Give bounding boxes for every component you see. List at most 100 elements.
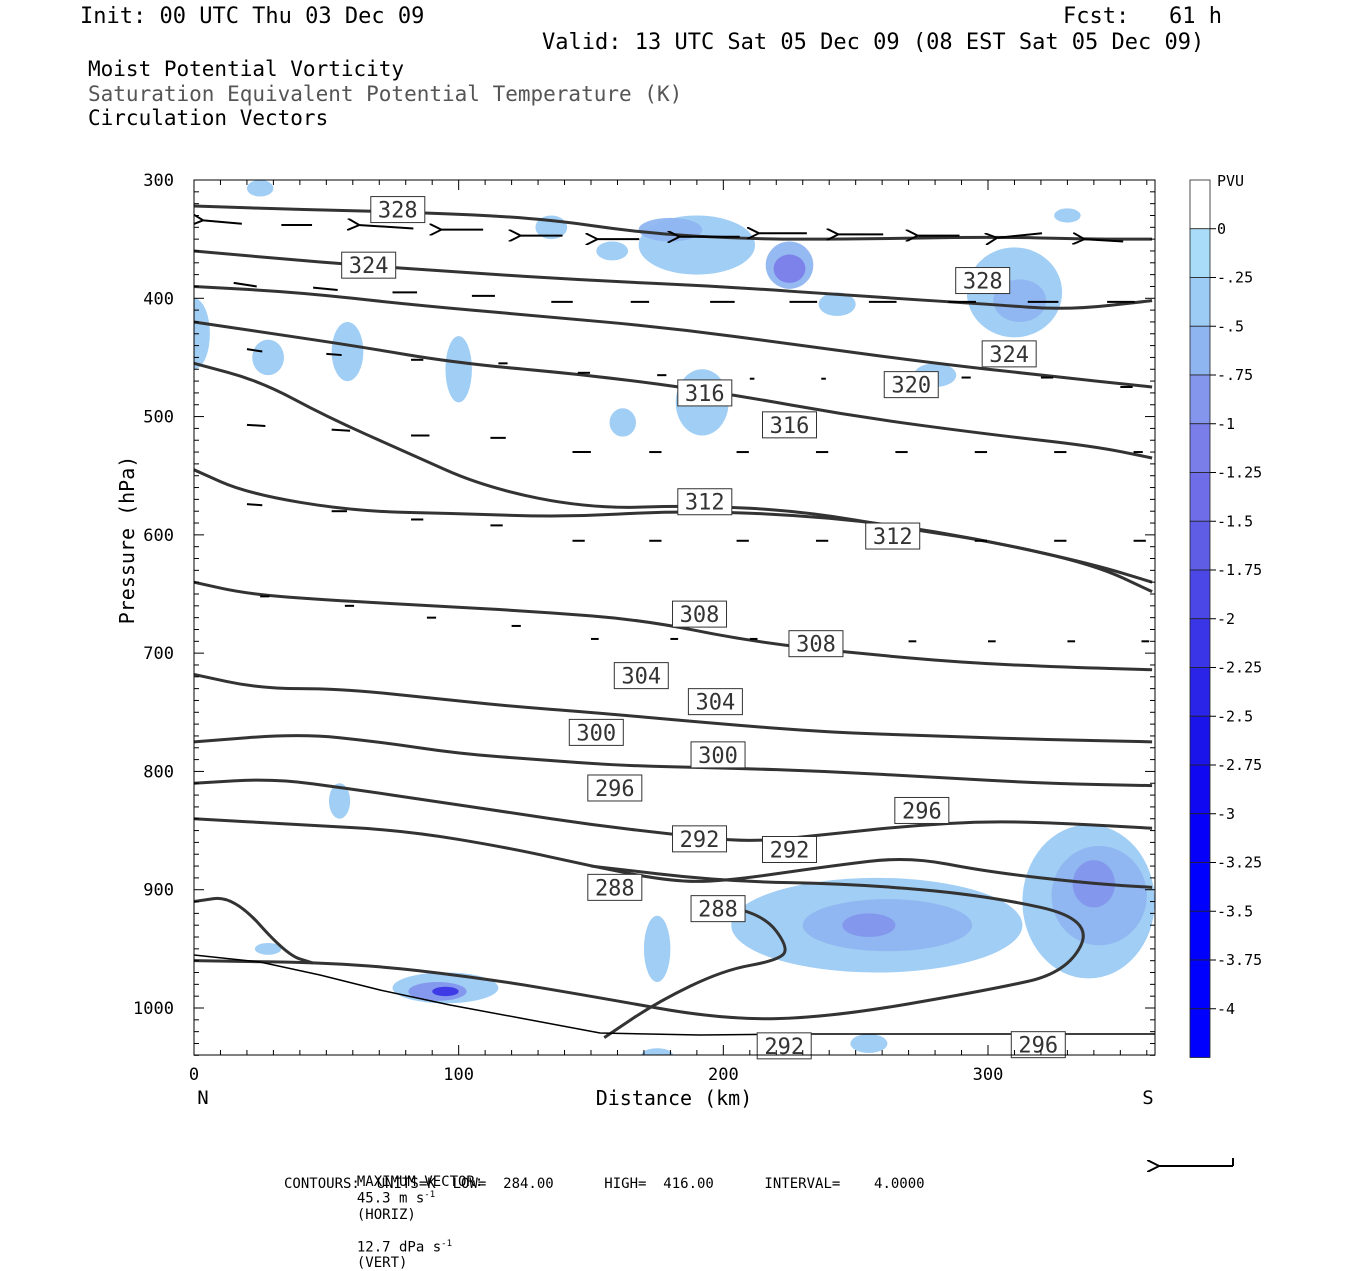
colorbar-label: 0 [1217,220,1226,238]
contour-312-8 [194,468,1153,584]
contour-label-box [687,688,743,716]
contour-label-308-10: 308 [788,630,844,658]
contour-label-304-11: 304 [613,662,669,690]
pv-region-21 [641,1048,674,1055]
field-line-2: Saturation Equivalent Potential Temperat… [88,82,683,106]
contour-label-box [690,895,746,923]
contour-label-328-0: 328 [370,196,426,224]
colorbar-segment-0 [1189,179,1211,230]
contour-label-text: 292 [770,838,810,863]
colorbar-label: -3.5 [1217,902,1253,920]
contour-label-304-12: 304 [687,688,743,716]
field-line-1: Moist Potential Vorticity [88,57,405,81]
contour-label-text: 312 [685,491,725,516]
x-end-label-north: N [197,1087,208,1109]
contour-label-text: 304 [696,691,736,716]
pv-region-25 [432,986,459,997]
colorbar-segment-7 [1189,520,1211,571]
colorbar-label: -3.25 [1217,854,1262,872]
contour-label-box [370,196,426,224]
vector-13 [313,286,338,292]
contour-label-text: 296 [902,799,942,824]
x-tick-label: 0 [189,1065,199,1085]
contour-label-text: 308 [680,603,720,628]
contour-label-text: 316 [685,382,725,407]
contour-308-7 [194,580,1153,672]
contour-label-312-8: 312 [865,522,921,550]
vector-36 [331,428,351,432]
contour-label-296-15: 296 [587,774,643,802]
contour-label-box [587,873,643,901]
colorbar-segment-9 [1189,618,1211,668]
contour-label-text: 292 [680,828,720,853]
colorbar-label: -1 [1217,415,1235,433]
colorbar-label: -.5 [1217,317,1244,335]
contour-label-box [672,600,728,628]
pv-region-17 [818,292,856,317]
contour-label-box [894,796,950,824]
contour-label-layer: 328 324 328 324 320 316 316 312 312 308 308 304 304 3… [341,196,1066,1060]
axis-labels: 300 400 500 600 700 800 900 1000 0 100 200 300 N S Dis… [115,171,1154,1110]
x-tick-label: 200 [708,1065,739,1085]
pv-fill-layer [194,180,1155,1055]
contour-label-text: 328 [963,270,1003,295]
contour-label-328-2: 328 [955,267,1011,295]
terrain-line [194,954,1155,1036]
colorbar: PVU 0 -.25 -.5 -.75 -1 -1.25 -1.5 -1.75 -2 -2.25 -2… [1189,172,1262,1058]
contour-328-12 [194,249,1153,310]
contour-label-text: 312 [873,525,913,550]
reference-vector [1158,1158,1234,1166]
contour-label-288-20: 288 [690,895,746,923]
pv-region-10 [194,298,210,370]
contour-304-6 [194,672,1153,744]
x-tick-label: 300 [973,1065,1004,1085]
contour-label-box [690,741,746,769]
circulation-vector-layer [202,220,1150,643]
contour-label-text: 308 [796,633,836,658]
max-horiz-value: 45.3 m s [356,1190,425,1207]
axis-ticks [193,179,1155,1056]
pv-region-13 [445,336,472,403]
vector-10 [996,233,1043,238]
y-tick-label: 800 [143,762,174,782]
pv-region-18 [254,942,282,955]
contour-292-3 [194,817,1153,889]
horiz-tag: (HORIZ) [356,1206,416,1223]
contour-label-text: 316 [770,414,810,439]
contour-label-text: 292 [764,1035,804,1060]
colorbar-label: -.25 [1217,269,1253,287]
cross-section-chart: 3283243283243203163163123123083083043043… [115,171,1262,1200]
colorbar-segment-14 [1189,862,1211,912]
field-line-3: Circulation Vectors [88,106,329,130]
pv-region-12 [331,321,364,382]
contour-324-11 [194,284,1153,389]
vector-12 [233,281,257,288]
contour-288-1 [603,900,787,1039]
contour-label-292-21: 292 [756,1032,812,1060]
vector-25 [326,352,342,357]
y-tick-label: 1000 [133,999,174,1019]
pv-region-20 [643,915,671,982]
contour-label-300-13: 300 [568,718,624,746]
colorbar-label: -3.75 [1217,951,1262,969]
colorbar-label: -1.5 [1217,512,1253,530]
pv-region-15 [609,408,636,437]
y-tick-label: 400 [143,289,174,309]
contour-288-0 [194,896,314,965]
contour-label-300-14: 300 [690,741,746,769]
colorbar-segment-13 [1189,813,1211,863]
contour-label-316-6: 316 [762,411,817,439]
pv-region-9 [246,180,274,197]
contour-316-9 [194,361,1153,593]
max-vert-value: 12.7 dPa s [356,1239,442,1256]
y-tick-label: 500 [143,408,174,428]
contour-label-box [672,825,728,853]
contour-label-box [677,379,733,407]
colorbar-segment-6 [1189,472,1211,522]
contour-label-box [568,718,624,746]
contour-288-2 [194,864,1085,1021]
x-axis-title: Distance (km) [596,1086,753,1110]
vector-0 [202,220,242,224]
colorbar-label: -4 [1217,1000,1235,1018]
contour-label-box [788,630,844,658]
